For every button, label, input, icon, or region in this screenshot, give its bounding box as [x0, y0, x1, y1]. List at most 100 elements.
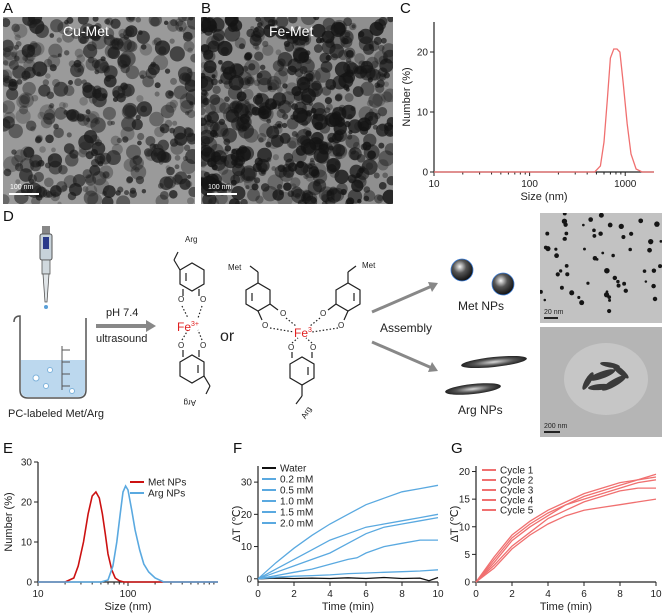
tem-particle	[242, 167, 256, 181]
tem-particle	[202, 192, 217, 204]
tem-particle	[231, 185, 246, 201]
tem-particle	[321, 86, 332, 96]
tem-particle	[267, 82, 278, 93]
tem-particle	[115, 190, 121, 196]
tem-particle	[3, 194, 10, 204]
tem-particle	[82, 84, 97, 99]
tem-particle	[77, 17, 89, 25]
tem-particle	[137, 140, 142, 146]
tem-particle	[187, 67, 193, 74]
tem-particle	[172, 120, 178, 126]
tem-particle	[219, 102, 231, 114]
tem-particle	[69, 149, 79, 159]
tem-particle	[378, 142, 385, 149]
tem-particle	[48, 160, 63, 175]
tem-particle	[136, 95, 144, 103]
tem-particle	[3, 69, 13, 81]
tem-particle	[34, 136, 42, 144]
tem-particle	[220, 46, 229, 55]
tem-particle	[83, 190, 99, 204]
tem-particle	[107, 46, 121, 60]
tem-particle	[271, 27, 278, 34]
tem-particle	[3, 47, 12, 58]
tem-particle	[254, 51, 264, 61]
series-line-0-5-mm	[257, 539, 438, 580]
tem-particle	[148, 17, 162, 27]
tem-particle	[343, 47, 356, 59]
tem-particle	[235, 200, 242, 204]
tem-particle	[207, 40, 220, 53]
x-axis-label: Size (nm)	[520, 191, 567, 203]
tem-particle	[14, 34, 21, 41]
tem-particle	[346, 62, 359, 75]
tem-particle	[291, 148, 307, 164]
tem-particle	[367, 115, 374, 122]
tem-texture-met	[540, 213, 662, 314]
tem-particle	[13, 23, 28, 38]
tem-particle	[169, 38, 175, 44]
tem-dot	[595, 257, 599, 261]
tem-particle	[212, 28, 225, 41]
tem-particle	[57, 21, 70, 35]
tem-particle	[368, 93, 383, 108]
tem-particle	[35, 24, 49, 38]
legend-label: Cycle 2	[500, 476, 534, 487]
tem-dot	[592, 234, 597, 238]
tem-particle	[325, 140, 342, 157]
arg-label-bottom: Arg	[184, 398, 196, 407]
tem-particle	[47, 155, 54, 161]
tem-particle	[63, 85, 75, 96]
legend-label: Cycle 5	[500, 506, 534, 517]
tem-dot	[540, 289, 543, 294]
tem-particle	[354, 53, 365, 64]
tem-particle	[85, 184, 98, 197]
series-line-1-0-mm	[257, 516, 439, 580]
tem-particle	[3, 46, 18, 61]
tem-particle	[259, 64, 266, 71]
or-text: or	[220, 328, 235, 345]
y-tick-label: 0	[246, 574, 252, 585]
tem-particle	[361, 158, 378, 175]
tem-particle	[85, 109, 91, 115]
tem-particle	[116, 137, 123, 144]
tem-particle	[137, 132, 145, 141]
tem-particle	[256, 72, 263, 79]
tem-particle	[266, 118, 272, 124]
tem-particle	[260, 183, 270, 192]
tem-particle	[296, 28, 310, 41]
tem-particle	[257, 105, 272, 120]
scale-text-a: 100 nm	[10, 184, 34, 191]
y-tick-label: 30	[241, 478, 253, 489]
tem-particle	[374, 194, 384, 204]
tem-particle	[292, 30, 300, 38]
tem-particle	[248, 63, 256, 71]
tem-particle	[242, 65, 249, 72]
tem-particle	[14, 189, 29, 204]
x-tick-label: 2	[509, 589, 515, 600]
tem-particle	[278, 189, 285, 196]
tem-particle	[79, 97, 88, 106]
y-tick-label: 20	[241, 510, 253, 521]
tem-particle	[201, 161, 207, 168]
tem-dot	[579, 300, 585, 306]
tem-particle	[178, 26, 184, 31]
tem-particle	[70, 63, 85, 78]
tem-particle	[276, 184, 283, 190]
tem-particle	[11, 149, 17, 155]
tem-particle	[54, 107, 68, 120]
tem-particle	[149, 111, 164, 127]
tem-particle	[253, 79, 261, 87]
tem-particle	[208, 24, 218, 33]
tem-particle	[90, 148, 98, 157]
tem-particle	[131, 118, 143, 131]
beaker-caption: PC-labeled Met/Arg	[8, 408, 104, 420]
tem-particle	[11, 51, 17, 58]
tem-particle	[201, 147, 216, 163]
tem-particle	[383, 81, 389, 87]
condition-ultrasound: ultrasound	[96, 333, 147, 345]
scale-bar-arg	[544, 431, 560, 433]
tem-particle	[48, 104, 54, 110]
tem-particle	[135, 17, 142, 23]
met-label-left: Met	[228, 263, 242, 272]
tem-particle	[158, 160, 164, 165]
